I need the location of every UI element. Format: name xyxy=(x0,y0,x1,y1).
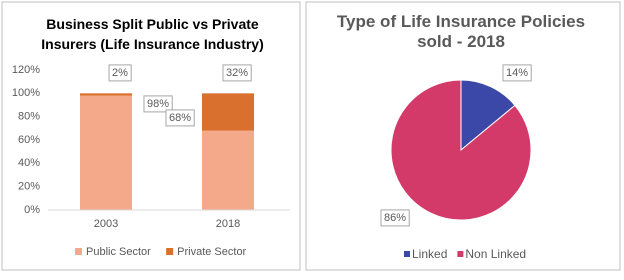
label-box xyxy=(143,95,173,113)
chart-title: Type of Life Insurance Policies sold - 2… xyxy=(336,12,586,51)
x-tick-label: 2018 xyxy=(216,218,240,230)
data-label: 32% xyxy=(226,67,248,79)
bar-segment xyxy=(202,130,254,210)
y-tick-label: 120% xyxy=(12,64,40,76)
y-tick-label: 20% xyxy=(18,181,40,193)
legend-label: Public Sector xyxy=(86,246,151,258)
bar-segment xyxy=(80,95,132,210)
label-box xyxy=(165,109,195,127)
label-box xyxy=(502,64,532,82)
panel xyxy=(1,1,301,271)
legend-swatch xyxy=(166,248,174,255)
legend-swatch xyxy=(404,251,410,257)
label-box xyxy=(222,64,252,82)
chart-title: Business Split Public vs Private Insurer… xyxy=(41,16,264,52)
y-tick-label: 100% xyxy=(12,87,40,99)
legend-label: Private Sector xyxy=(177,246,246,258)
pie-slice xyxy=(460,79,516,152)
data-label: 2% xyxy=(112,67,128,79)
label-box xyxy=(380,209,410,227)
x-tick-label: 2003 xyxy=(94,218,118,230)
y-tick-label: 0% xyxy=(24,204,40,216)
data-label: 68% xyxy=(169,112,191,124)
label-box xyxy=(108,64,132,82)
panel xyxy=(305,1,621,271)
data-label: 14% xyxy=(506,67,528,79)
bar-segment xyxy=(202,93,254,131)
y-tick-label: 60% xyxy=(18,134,40,146)
legend-swatch xyxy=(457,251,464,257)
y-tick-label: 40% xyxy=(18,157,40,169)
pie-slice xyxy=(390,79,532,221)
legend-swatch xyxy=(75,248,82,255)
data-label: 86% xyxy=(384,212,406,224)
y-tick-label: 80% xyxy=(18,111,40,123)
legend-label: Linked xyxy=(412,247,447,261)
legend-label: Non Linked xyxy=(465,247,526,261)
bar-segment xyxy=(80,93,132,96)
data-label: 98% xyxy=(147,98,169,110)
